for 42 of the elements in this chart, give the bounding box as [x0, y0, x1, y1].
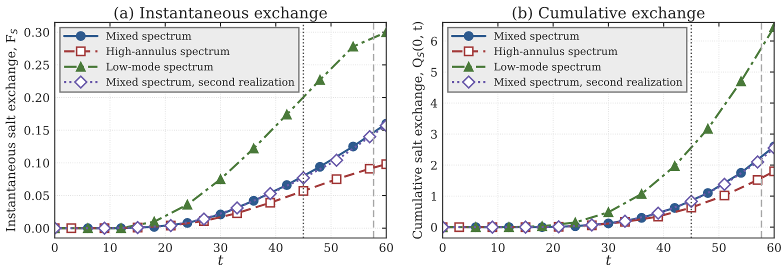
legend-label: High-annulus spectrum: [106, 47, 230, 58]
chart-title: (a) Instantaneous exchange: [114, 6, 327, 22]
x-tick-label: 30: [214, 243, 228, 252]
y-tick-label: 0: [431, 222, 437, 232]
legend-label: Low-mode spectrum: [106, 62, 214, 73]
x-tick-label: 20: [158, 243, 172, 252]
y-tick-label: 3: [431, 130, 437, 139]
x-tick-label: 10: [104, 243, 117, 252]
x-tick-label: 10: [492, 243, 505, 252]
legend-label: Mixed spectrum, second realization: [106, 78, 294, 88]
chart-title: (b) Cumulative exchange: [512, 6, 705, 22]
x-tick-label: 60: [380, 243, 394, 252]
x-tick-label: 0: [440, 243, 446, 252]
x-tick-label: 20: [546, 243, 560, 252]
legend-label: Mixed spectrum: [106, 32, 192, 42]
legend-label: Mixed spectrum: [494, 32, 580, 42]
legend-label: High-annulus spectrum: [494, 47, 618, 58]
y-tick-label: 0.05: [24, 191, 49, 200]
x-tick-label: 50: [324, 243, 338, 252]
y-tick-label: 0.15: [24, 126, 49, 135]
y-axis-title: Cumulative salt exchange, Q$_{S}$(0, t): [412, 22, 425, 239]
x-tick-label: 50: [712, 243, 726, 252]
y-tick-label: 5: [431, 68, 437, 77]
y-tick-label: 6: [431, 36, 438, 46]
x-tick-label: 40: [268, 243, 282, 252]
x-tick-label: 40: [656, 243, 670, 252]
y-tick-label: 0.10: [24, 158, 50, 168]
legend-label: Mixed spectrum, second realization: [494, 78, 682, 88]
y-tick-label: 0.25: [24, 60, 49, 70]
y-tick-label: 2: [431, 160, 437, 170]
legend-label: Low-mode spectrum: [494, 62, 602, 73]
y-tick-label: 1: [432, 192, 436, 201]
y-tick-label: 0.30: [24, 28, 50, 37]
x-axis-title: t: [218, 255, 224, 266]
y-axis-title: Instantaneous salt exchange, F$_{S}$: [6, 28, 18, 232]
y-tick-label: 0.00: [24, 224, 50, 233]
x-tick-label: 0: [52, 243, 58, 252]
x-axis-title: t: [606, 255, 612, 266]
x-tick-label: 30: [602, 243, 616, 252]
y-tick-label: 4: [430, 98, 438, 108]
y-tick-label: 0.20: [24, 93, 50, 102]
x-tick-label: 60: [767, 243, 781, 252]
